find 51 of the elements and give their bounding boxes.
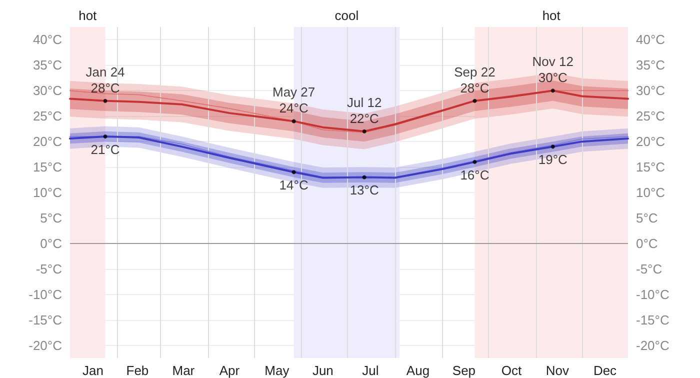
x-tick-label: Oct bbox=[501, 363, 522, 378]
y-tick-label: -15°C bbox=[28, 312, 62, 328]
x-tick-label: Jun bbox=[312, 363, 334, 378]
y-tick-label: 0°C bbox=[40, 236, 62, 251]
y2-tick-label: -5°C bbox=[636, 261, 662, 276]
y-tick-label: 40°C bbox=[32, 32, 62, 48]
y2-tick-label: 20°C bbox=[636, 134, 666, 150]
y-tick-label: 5°C bbox=[40, 210, 62, 226]
band-label: hot bbox=[78, 8, 98, 23]
y-tick-label: 25°C bbox=[32, 108, 62, 124]
y2-tick-label: -10°C bbox=[636, 286, 670, 302]
y-tick-label: -20°C bbox=[28, 338, 62, 353]
x-tick-label: Nov bbox=[546, 363, 570, 378]
annotation: 21°C bbox=[90, 142, 120, 157]
annotation: 19°C bbox=[538, 152, 568, 168]
annotation: Jul 12 22°C bbox=[346, 94, 382, 126]
annotation: Jan 24 28°C bbox=[86, 64, 125, 96]
y2-tick-label: 40°C bbox=[636, 32, 666, 48]
annotation: 14°C bbox=[279, 178, 308, 193]
x-tick-label: Dec bbox=[593, 363, 618, 378]
y-tick-label: -10°C bbox=[28, 286, 62, 302]
y2-tick-label: 5°C bbox=[636, 210, 658, 226]
x-tick-label: Jul bbox=[362, 363, 379, 378]
y-tick-label: 20°C bbox=[32, 134, 62, 150]
y2-tick-label: 10°C bbox=[636, 185, 666, 200]
x-tick-label: May bbox=[264, 363, 290, 378]
y-tick-label: 35°C bbox=[32, 58, 62, 73]
x-tick-label: Mar bbox=[172, 363, 196, 378]
y-tick-label: 30°C bbox=[32, 83, 62, 98]
x-tick-label: Sep bbox=[452, 363, 476, 378]
annotation: 16°C bbox=[460, 167, 490, 182]
y-tick-label: 15°C bbox=[32, 160, 62, 175]
annotation: Nov 12 30°C bbox=[532, 54, 574, 86]
y2-tick-label: 35°C bbox=[636, 58, 666, 73]
y2-tick-label: -15°C bbox=[636, 312, 670, 328]
band-label: cool bbox=[334, 8, 359, 23]
y2-tick-label: 25°C bbox=[636, 108, 666, 124]
x-tick-label: Apr bbox=[219, 363, 240, 378]
y-tick-label: 10°C bbox=[32, 185, 62, 200]
y2-tick-label: 15°C bbox=[636, 160, 666, 175]
x-tick-label: Feb bbox=[126, 363, 149, 378]
y2-tick-label: -20°C bbox=[636, 338, 670, 353]
band-label: hot bbox=[542, 8, 561, 23]
y-tick-label: -5°C bbox=[36, 261, 62, 276]
x-tick-label: Aug bbox=[406, 363, 430, 378]
y2-tick-label: 30°C bbox=[636, 83, 666, 98]
annotation: May 27 24°C bbox=[272, 84, 316, 116]
y2-tick-label: 0°C bbox=[636, 236, 658, 251]
annotation: Sep 22 28°C bbox=[454, 64, 496, 96]
x-tick-label: Jan bbox=[82, 363, 104, 378]
annotation: 13°C bbox=[350, 182, 379, 198]
